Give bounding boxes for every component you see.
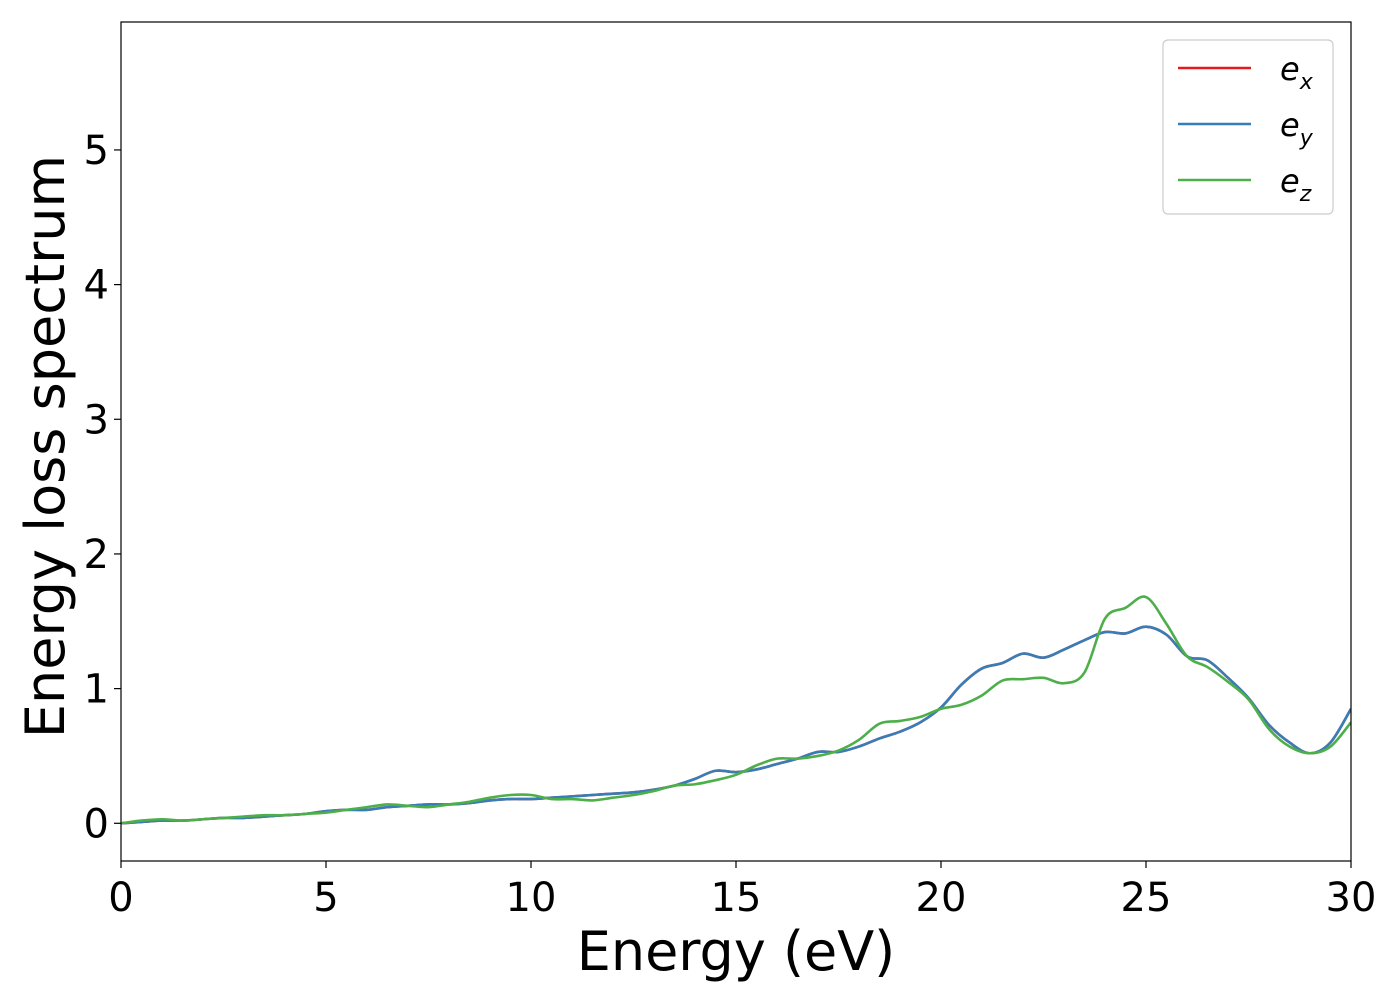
x-axis-label: Energy (eV) <box>577 920 896 983</box>
series-line-ez <box>121 595 1351 825</box>
x-tick-label: 0 <box>108 875 133 921</box>
x-tick-label: 5 <box>313 875 338 921</box>
legend-label-sub: x <box>1299 70 1314 95</box>
legend-label-sub: z <box>1299 182 1312 207</box>
y-tick-label: 2 <box>84 532 109 578</box>
y-axis: 0 1 2 3 4 5 <box>84 128 121 847</box>
series-line-ey <box>121 625 1351 825</box>
y-tick-label: 4 <box>84 263 109 309</box>
series-line-ex <box>121 625 1351 825</box>
legend-label-main: e <box>1280 50 1300 88</box>
x-tick-label: 15 <box>711 875 762 921</box>
x-tick-label: 25 <box>1121 875 1172 921</box>
legend-box <box>1162 39 1334 215</box>
y-tick-label: 3 <box>84 397 109 443</box>
legend-label-main: e <box>1280 162 1300 200</box>
y-tick-label: 5 <box>84 128 109 174</box>
series-lines <box>121 595 1351 825</box>
legend-label-main: e <box>1280 106 1300 144</box>
legend-label-ex: ex <box>1280 50 1314 95</box>
x-tick-label: 10 <box>506 875 557 921</box>
legend-label-ey: ey <box>1280 106 1314 151</box>
x-tick-label: 30 <box>1326 875 1377 921</box>
legend-label-sub: y <box>1299 126 1314 151</box>
legend-label-ez: ez <box>1280 162 1312 207</box>
x-tick-label: 20 <box>916 875 967 921</box>
y-axis-label: Energy loss spectrum <box>14 155 77 738</box>
y-tick-label: 0 <box>84 801 109 847</box>
y-tick-label: 1 <box>84 667 109 713</box>
x-axis: 0 5 10 15 20 25 30 <box>108 861 1376 921</box>
